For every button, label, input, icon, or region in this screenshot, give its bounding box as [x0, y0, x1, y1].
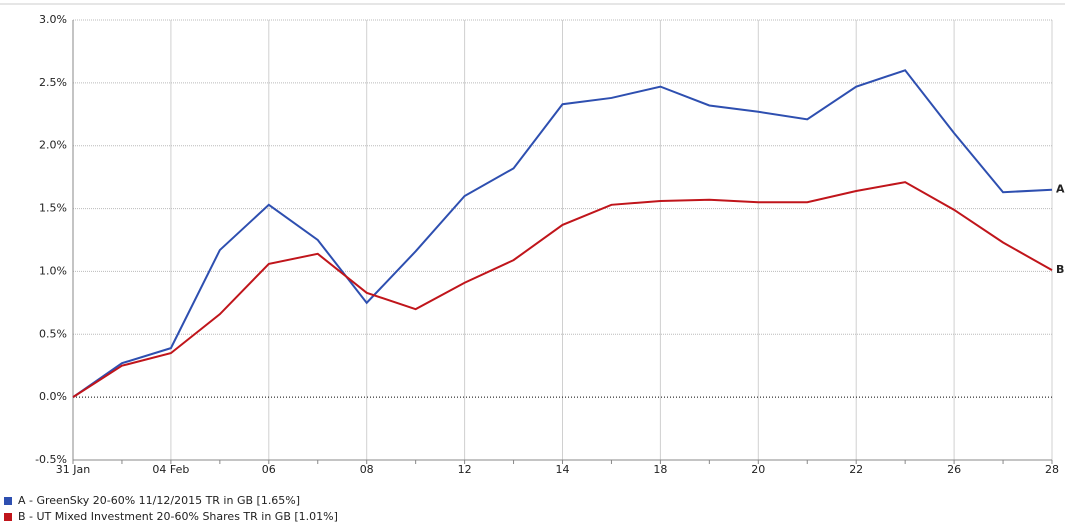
y-tick-label: 2.0% [39, 139, 67, 152]
x-tick-label: 26 [947, 463, 961, 476]
series-line [72, 181, 1053, 398]
legend-swatch [4, 513, 12, 521]
x-tick-label: 14 [556, 463, 570, 476]
x-tick-label: 12 [458, 463, 472, 476]
y-tick-label: 1.0% [39, 264, 67, 277]
legend-swatch [4, 497, 12, 505]
x-tick-label: 18 [653, 463, 667, 476]
x-tick-label: 31 Jan [56, 463, 90, 476]
x-tick-label: 08 [360, 463, 374, 476]
x-tick-label: 06 [262, 463, 276, 476]
y-tick-label: -0.5% [35, 453, 67, 466]
x-tick-label: 28 [1045, 463, 1059, 476]
x-tick-label: 22 [849, 463, 863, 476]
x-tick-label: 20 [751, 463, 765, 476]
y-tick-label: 0.5% [39, 327, 67, 340]
end-label: A [1056, 183, 1065, 196]
legend-label: A - GreenSky 20-60% 11/12/2015 TR in GB … [18, 494, 300, 507]
end-label: B [1056, 263, 1064, 276]
y-tick-label: 2.5% [39, 76, 67, 89]
x-tick-label: 04 Feb [152, 463, 189, 476]
y-tick-label: 0.0% [39, 390, 67, 403]
y-tick-label: 3.0% [39, 13, 67, 26]
y-tick-label: 1.5% [39, 202, 67, 215]
legend-label: B - UT Mixed Investment 20-60% Shares TR… [18, 510, 338, 523]
series-line [72, 69, 1053, 398]
